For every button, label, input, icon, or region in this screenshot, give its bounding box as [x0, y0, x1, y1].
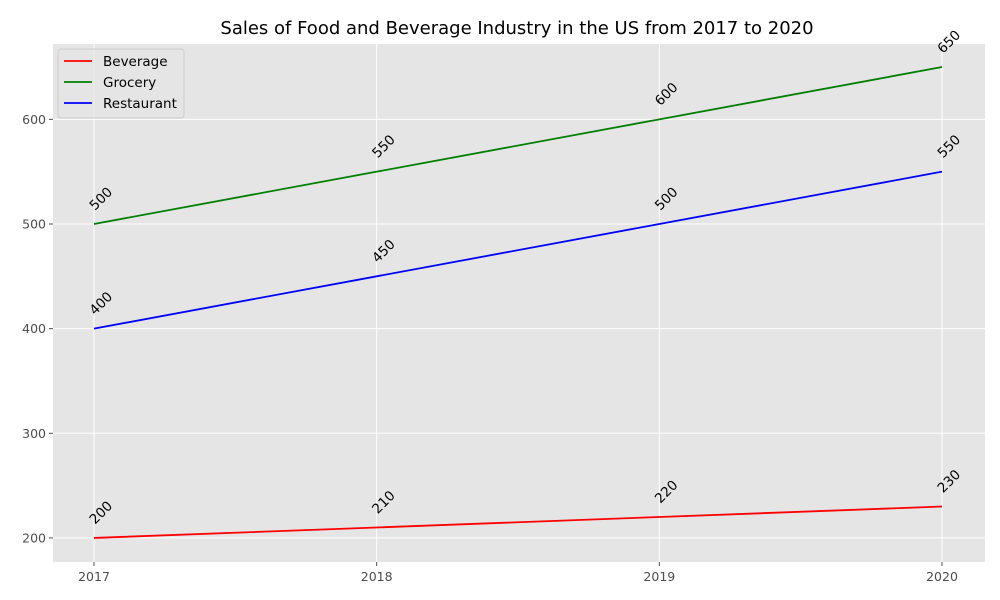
series-lines	[93, 66, 943, 539]
y-tick-label: 400	[22, 321, 46, 336]
y-tick-label: 200	[22, 530, 46, 545]
x-tick-label: 2019	[643, 569, 675, 584]
y-tick-label: 500	[22, 216, 46, 231]
legend-box	[57, 48, 185, 119]
plot-area	[53, 44, 985, 562]
series-line-beverage	[93, 505, 943, 539]
legend-label-beverage: Beverage	[103, 54, 168, 70]
series-line-grocery	[93, 66, 943, 225]
grid	[53, 44, 985, 562]
x-tick-label: 2017	[78, 569, 110, 584]
series-line-restaurant	[93, 170, 943, 330]
chart-title: Sales of Food and Beverage Industry in t…	[220, 18, 813, 39]
x-tick-label: 2020	[926, 569, 958, 584]
legend: Beverage Grocery Restaurant	[57, 48, 185, 119]
y-tick-label: 300	[22, 426, 46, 441]
legend-label-restaurant: Restaurant	[103, 96, 177, 112]
x-tick-label: 2018	[361, 569, 393, 584]
legend-label-grocery: Grocery	[103, 75, 156, 91]
y-tick-label: 600	[22, 112, 46, 127]
axis-ticks: 2017 2018 2019 2020 200 300 400 500 600	[22, 112, 958, 584]
